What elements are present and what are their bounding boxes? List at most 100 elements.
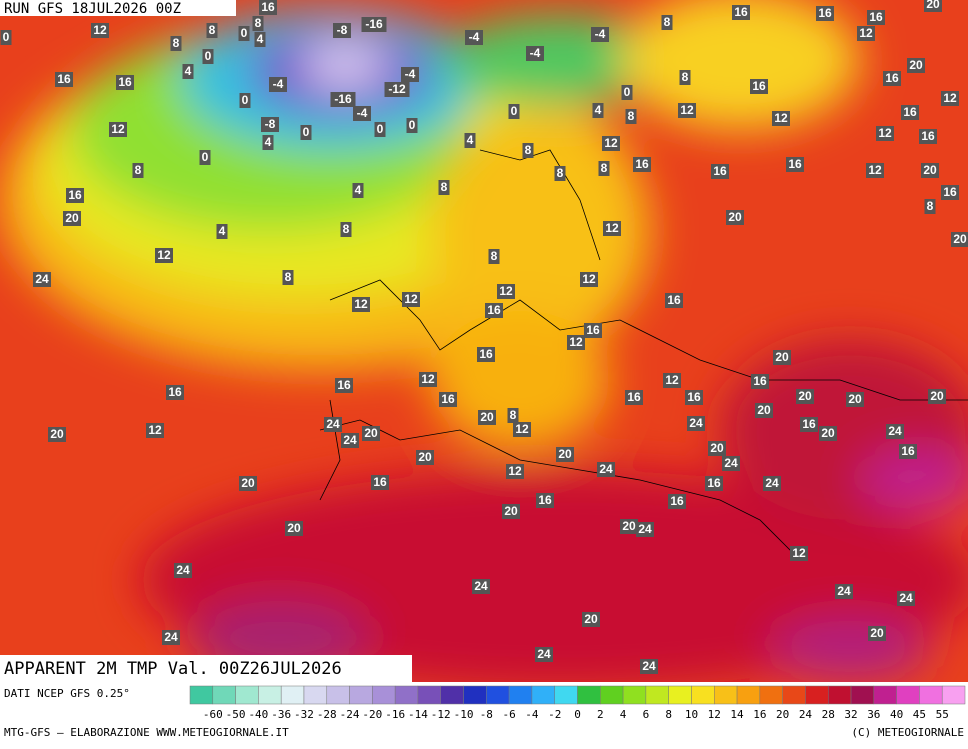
label-box <box>819 426 837 441</box>
label-box <box>477 347 495 362</box>
value-label: 24 <box>837 584 851 598</box>
value-label: 0 <box>377 122 384 136</box>
value-label: 16 <box>687 390 701 404</box>
label-box <box>919 129 937 144</box>
colorbar-cell <box>372 685 396 705</box>
label-box <box>668 494 686 509</box>
value-label: 20 <box>710 441 724 455</box>
colorbar-cell <box>508 685 533 705</box>
value-label: 20 <box>504 504 518 518</box>
label-box <box>705 476 723 491</box>
label-box <box>867 10 885 25</box>
value-label: 12 <box>499 284 513 298</box>
value-label: 8 <box>927 199 934 213</box>
colorbar-cell <box>394 685 419 705</box>
value-label: 4 <box>355 183 362 197</box>
label-box <box>661 15 673 30</box>
label-box <box>162 630 180 645</box>
value-label: 20 <box>757 403 771 417</box>
value-label: 16 <box>168 385 182 399</box>
label-box <box>324 417 342 432</box>
colorbar-tick-label: 45 <box>913 708 926 721</box>
value-label: 0 <box>303 125 310 139</box>
value-label: 0 <box>202 150 209 164</box>
value-label: 8 <box>682 70 689 84</box>
label-box <box>206 23 218 38</box>
value-label: 12 <box>680 103 694 117</box>
label-box <box>625 390 643 405</box>
label-box <box>722 456 740 471</box>
value-label: 16 <box>373 475 387 489</box>
value-label: 12 <box>604 136 618 150</box>
coastline <box>319 149 968 561</box>
value-label: 16 <box>635 157 649 171</box>
value-label: 20 <box>287 521 301 535</box>
value-label: 8 <box>285 270 292 284</box>
value-label: 4 <box>257 32 264 46</box>
colorbar-cell <box>645 685 669 705</box>
colorbar-tick-label: 10 <box>685 708 698 721</box>
label-box <box>835 584 853 599</box>
colorbar-cell <box>440 685 464 705</box>
value-label: 20 <box>50 427 64 441</box>
label-box <box>239 476 257 491</box>
colorbar-cell <box>805 685 829 705</box>
label-box <box>174 563 192 578</box>
colorbar-cell <box>850 685 875 705</box>
value-label: 12 <box>404 292 418 306</box>
value-label: -4 <box>273 77 284 91</box>
label-box <box>478 410 496 425</box>
colorbar-tick-label: -28 <box>317 708 337 721</box>
value-label: -4 <box>595 27 606 41</box>
value-label: 4 <box>219 224 226 238</box>
label-box <box>708 441 726 456</box>
label-box <box>259 0 277 15</box>
value-label: 12 <box>93 23 107 37</box>
label-box <box>620 519 638 534</box>
value-label: 8 <box>628 109 635 123</box>
label-box <box>146 423 164 438</box>
label-box <box>633 157 651 172</box>
label-box <box>636 522 654 537</box>
colorbar-cell <box>326 685 350 705</box>
label-box <box>262 135 274 150</box>
value-label: 8 <box>525 143 532 157</box>
value-label: 20 <box>953 232 967 246</box>
label-box <box>155 248 173 263</box>
value-label: 4 <box>595 103 602 117</box>
colorbar-tick-label: 6 <box>643 708 650 721</box>
colorbar-cell <box>622 685 647 705</box>
colorbar-tick-label: -12 <box>431 708 451 721</box>
label-box <box>526 46 544 61</box>
label-box <box>170 36 182 51</box>
label-box <box>488 249 500 264</box>
value-label: 12 <box>665 373 679 387</box>
label-box <box>921 163 939 178</box>
value-label: 12 <box>878 126 892 140</box>
colorbar-tick-label: -6 <box>502 708 515 721</box>
label-box <box>269 77 287 92</box>
value-label: 12 <box>508 464 522 478</box>
label-box <box>554 166 566 181</box>
label-box <box>883 71 901 86</box>
value-label: -12 <box>388 82 406 96</box>
value-label: -4 <box>469 30 480 44</box>
value-label: 24 <box>724 456 738 470</box>
label-box <box>182 64 194 79</box>
colorbar-tick-label: -60 <box>203 708 223 721</box>
label-box <box>439 392 457 407</box>
label-box <box>625 109 637 124</box>
value-label: 8 <box>557 166 564 180</box>
label-box <box>536 493 554 508</box>
value-label: -16 <box>365 17 383 31</box>
colorbar-tick-label: 16 <box>753 708 766 721</box>
colorbar-cell <box>554 685 578 705</box>
colorbar-cell <box>600 685 624 705</box>
label-box <box>928 389 946 404</box>
value-label: 8 <box>255 16 262 30</box>
value-label: 20 <box>558 447 572 461</box>
value-label: 20 <box>821 426 835 440</box>
label-box <box>685 390 703 405</box>
colorbar-tick-label: -10 <box>454 708 474 721</box>
